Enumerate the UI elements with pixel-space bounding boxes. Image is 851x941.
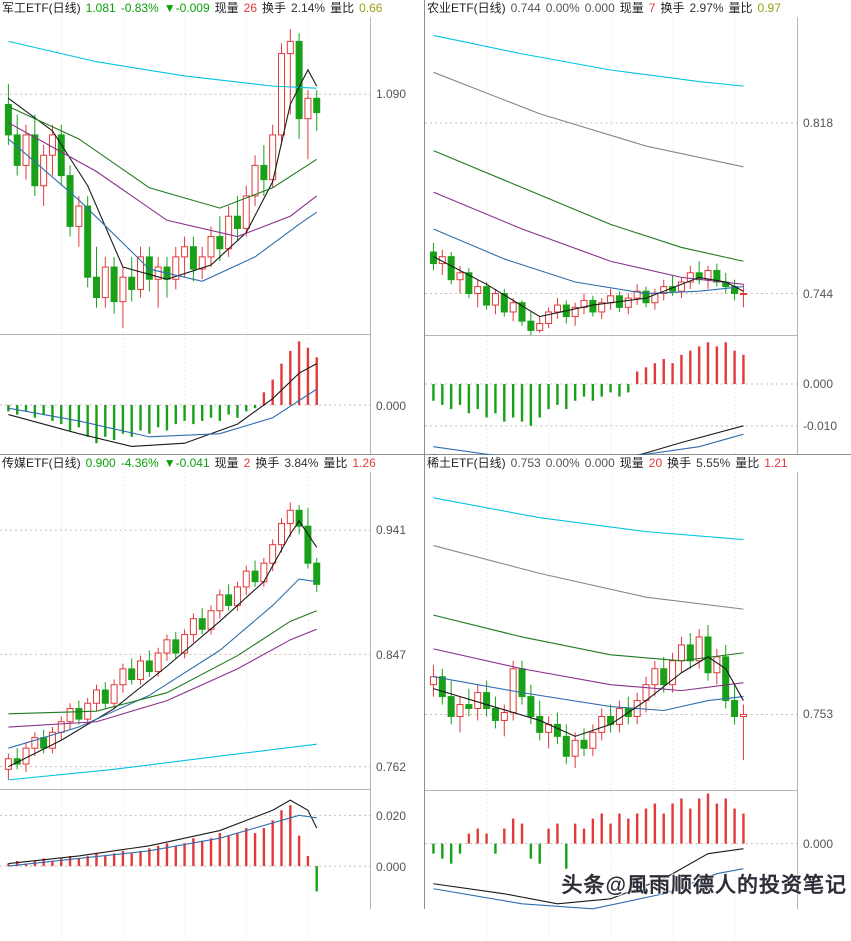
- change-percent: -4.36%: [120, 456, 159, 470]
- current-volume-value: 20: [648, 456, 663, 470]
- change-percent: -0.83%: [120, 1, 159, 15]
- current-volume-value: 7: [648, 1, 656, 15]
- candlestick-chart[interactable]: [0, 17, 370, 335]
- change-value: ▼-0.041: [163, 456, 210, 470]
- chart-panel-chuanmei-etf[interactable]: 传媒ETF(日线) 0.900 -4.36% ▼-0.041 现量 2 换手 3.84% 量比 1…: [0, 455, 425, 940]
- last-price: 1.081: [85, 1, 116, 15]
- chart-panel-nongye-etf[interactable]: 农业ETF(日线) 0.744 0.00% 0.000 现量 7 换手 2.97% 量比 0.97…: [425, 0, 851, 487]
- chart-header: 稀土ETF(日线) 0.753 0.00% 0.000 现量 20 换手 5.55% 量比 1.2…: [425, 455, 851, 472]
- axis-label: 0.000: [376, 399, 407, 414]
- change-percent: 0.00%: [545, 456, 580, 470]
- turnover-value: 2.14%: [291, 1, 326, 15]
- etf-name: 传媒ETF(日线): [2, 456, 81, 470]
- volume-ratio-label: 量比: [330, 1, 355, 15]
- axis-label: 0.847: [376, 647, 407, 662]
- axis-label: 1.090: [376, 87, 407, 102]
- volume-ratio-value: 0.66: [359, 1, 383, 15]
- macd-chart[interactable]: [425, 790, 797, 941]
- turnover-label: 换手: [660, 1, 685, 15]
- candlestick-chart[interactable]: [0, 472, 370, 790]
- chart-header: 军工ETF(日线) 1.081 -0.83% ▼-0.009 现量 26 换手 2.14% 量比…: [0, 0, 424, 17]
- price-axis: 0.818 0.744 0.000 -0.010: [798, 17, 851, 454]
- volume-ratio-value: 1.26: [352, 456, 376, 470]
- axis-label: 0.000: [803, 376, 834, 391]
- etf-name: 农业ETF(日线): [427, 1, 506, 15]
- volume-ratio-value: 1.21: [764, 456, 788, 470]
- chart-panel-xitu-etf[interactable]: 稀土ETF(日线) 0.753 0.00% 0.000 现量 20 换手 5.55% 量比 1.2…: [425, 455, 851, 941]
- axis-label: 0.818: [803, 116, 834, 130]
- change-value: ▼-0.009: [163, 1, 210, 15]
- candlestick-chart[interactable]: [425, 472, 797, 790]
- chart-header: 传媒ETF(日线) 0.900 -4.36% ▼-0.041 现量 2 换手 3.84% 量比 1…: [0, 455, 424, 472]
- turnover-value: 5.55%: [696, 456, 731, 470]
- axis-label: -0.010: [803, 418, 838, 433]
- axis-label: 0.941: [376, 523, 407, 538]
- turnover-value: 3.84%: [284, 456, 319, 470]
- candlestick-chart[interactable]: [425, 17, 797, 335]
- axis-label: 0.020: [376, 809, 407, 824]
- axis-label: 0.762: [376, 760, 407, 775]
- chart-panel-jungong-etf[interactable]: 军工ETF(日线) 1.081 -0.83% ▼-0.009 现量 26 换手 2.14% 量比…: [0, 0, 425, 485]
- macd-chart[interactable]: [0, 789, 370, 940]
- volume-ratio-value: 0.97: [757, 1, 781, 15]
- price-axis: 0.941 0.847 0.762 0.020 0.000: [371, 472, 424, 909]
- change-value: 0.000: [584, 456, 615, 470]
- axis-label: 0.744: [803, 286, 834, 301]
- watermark: 头条@風雨顺德人的投资笔记: [561, 874, 847, 897]
- last-price: 0.900: [85, 456, 116, 470]
- current-volume-value: 2: [243, 456, 251, 470]
- current-volume-label: 现量: [214, 456, 239, 470]
- current-volume-label: 现量: [214, 1, 239, 15]
- price-axis: 0.753 0.000: [798, 472, 851, 909]
- last-price: 0.753: [510, 456, 541, 470]
- volume-ratio-label: 量比: [735, 456, 760, 470]
- volume-ratio-label: 量比: [728, 1, 753, 15]
- axis-label: 0.000: [803, 836, 834, 851]
- turnover-label: 换手: [667, 456, 692, 470]
- axis-label: 0.000: [376, 860, 407, 875]
- current-volume-value: 26: [243, 1, 258, 15]
- macd-chart[interactable]: [0, 334, 370, 485]
- turnover-label: 换手: [262, 1, 287, 15]
- change-value: 0.000: [584, 1, 615, 15]
- current-volume-label: 现量: [619, 456, 644, 470]
- turnover-label: 换手: [255, 456, 280, 470]
- etf-name: 稀土ETF(日线): [427, 456, 506, 470]
- current-volume-label: 现量: [619, 1, 644, 15]
- etf-name: 军工ETF(日线): [2, 1, 81, 15]
- price-axis: 1.090 0.000: [371, 17, 424, 454]
- axis-label: 0.753: [803, 707, 834, 722]
- turnover-value: 2.97%: [689, 1, 724, 15]
- change-percent: 0.00%: [545, 1, 580, 15]
- last-price: 0.744: [510, 1, 541, 15]
- volume-ratio-label: 量比: [323, 456, 348, 470]
- chart-header: 农业ETF(日线) 0.744 0.00% 0.000 现量 7 换手 2.97% 量比 0.97: [425, 0, 851, 17]
